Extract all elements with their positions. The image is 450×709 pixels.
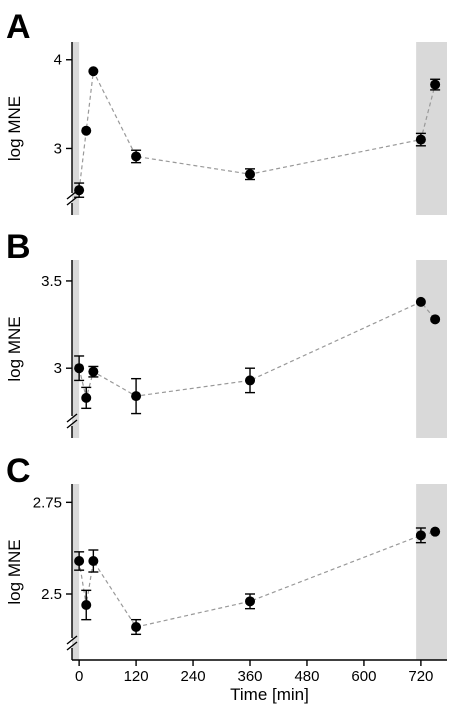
- shaded-region: [416, 484, 447, 660]
- data-point: [430, 526, 441, 537]
- y-axis-title: log MNE: [5, 539, 24, 604]
- data-point: [74, 556, 85, 566]
- x-tick-label: 480: [294, 668, 319, 685]
- x-tick-label: 0: [75, 668, 83, 685]
- data-point: [415, 530, 426, 541]
- data-point: [415, 134, 426, 145]
- x-tick-label: 120: [124, 668, 149, 685]
- panel-a: 3 4 log MNE A: [5, 8, 447, 215]
- axis-break-mark: [66, 419, 78, 429]
- data-point: [245, 596, 256, 607]
- data-point: [74, 363, 85, 374]
- panel-label: A: [6, 8, 31, 46]
- data-point: [131, 151, 142, 162]
- axis-break-mark: [66, 196, 78, 206]
- y-tick-label: 3: [54, 140, 62, 157]
- series-line: [78, 301, 436, 399]
- panel-label: C: [6, 452, 31, 490]
- x-tick-label: 240: [181, 668, 206, 685]
- x-tick-label: 720: [408, 668, 433, 685]
- series-line: [78, 531, 436, 628]
- data-point: [430, 79, 441, 90]
- data-point: [245, 169, 256, 180]
- data-point: [131, 391, 142, 402]
- data-point: [245, 375, 256, 386]
- y-tick-label: 2.75: [33, 494, 62, 511]
- axis-break-mark: [66, 413, 78, 423]
- shaded-region: [72, 484, 80, 660]
- axis-break-mark: [66, 641, 78, 651]
- shaded-region: [416, 260, 447, 438]
- shaded-region: [416, 42, 447, 215]
- shaded-region: [72, 42, 80, 215]
- x-axis-title: Time [min]: [230, 685, 309, 704]
- panel-c: 2.5 2.75 log MNE C: [5, 452, 447, 660]
- y-axis-title: log MNE: [5, 316, 24, 381]
- y-tick-label: 3: [54, 360, 62, 377]
- x-tick-label: 360: [237, 668, 262, 685]
- data-point: [88, 366, 99, 377]
- x-tick-label: 600: [351, 668, 376, 685]
- series-line: [78, 69, 436, 191]
- data-point: [430, 314, 441, 325]
- data-point: [415, 296, 426, 307]
- panel-b: 3 3.5 log MNE B: [5, 228, 447, 438]
- data-point: [131, 622, 142, 632]
- x-axis: 0 120 240 360 480 600 720 Time [min]: [72, 659, 447, 704]
- y-tick-label: 3.5: [41, 273, 62, 290]
- data-point: [88, 556, 99, 566]
- data-point: [74, 185, 85, 196]
- data-point: [81, 125, 92, 136]
- y-axis-title: log MNE: [5, 96, 24, 161]
- y-tick-label: 2.5: [41, 586, 62, 603]
- data-point: [81, 392, 92, 403]
- axis-break-mark: [66, 635, 78, 645]
- data-point: [88, 66, 99, 77]
- data-point: [81, 600, 92, 610]
- panel-label: B: [6, 228, 31, 266]
- y-tick-label: 4: [54, 52, 62, 69]
- shaded-region: [72, 260, 80, 438]
